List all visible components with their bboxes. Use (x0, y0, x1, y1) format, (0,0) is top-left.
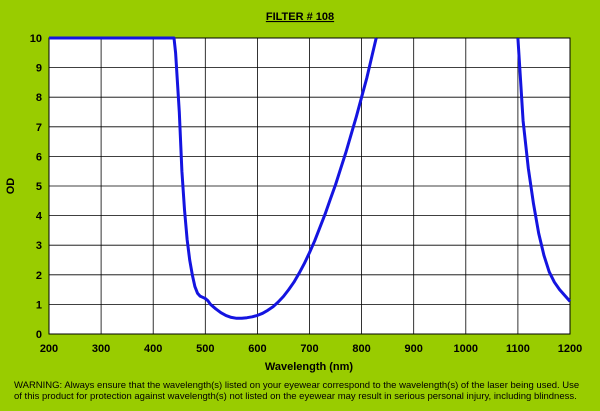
y-tick-label: 9 (36, 63, 42, 75)
x-axis-ticks: 200 300 400 500 600 700 800 900 1000 1100 1200 (40, 343, 582, 355)
x-tick-label: 700 (300, 343, 318, 355)
x-tick-label: 1100 (506, 343, 530, 355)
y-tick-label: 7 (36, 122, 42, 134)
x-tick-label: 1200 (558, 343, 582, 355)
x-tick-label: 800 (352, 343, 370, 355)
chart-title: FILTER # 108 (266, 11, 334, 23)
warning-text: WARNING: Always ensure that the waveleng… (14, 380, 580, 402)
x-tick-label: 500 (196, 343, 214, 355)
od-curve-segment (49, 36, 378, 320)
y-axis-ticks: 0 1 2 3 4 5 6 7 8 9 10 (30, 33, 43, 341)
y-tick-label: 4 (36, 211, 43, 223)
y-tick-label: 8 (36, 92, 42, 104)
y-tick-label: 6 (36, 151, 42, 163)
y-tick-label: 10 (30, 33, 42, 45)
od-curve-segment (516, 37, 572, 303)
x-tick-label: 300 (92, 343, 110, 355)
x-tick-label: 400 (144, 343, 162, 355)
x-tick-label: 600 (248, 343, 266, 355)
x-tick-label: 200 (40, 343, 58, 355)
x-tick-label: 900 (405, 343, 423, 355)
x-axis-label: Wavelength (nm) (265, 361, 354, 373)
y-tick-label: 1 (36, 299, 42, 311)
y-tick-label: 5 (36, 181, 42, 193)
y-tick-label: 3 (36, 240, 42, 252)
y-tick-label: 0 (36, 329, 42, 341)
y-tick-label: 2 (36, 270, 42, 282)
grid (49, 38, 570, 334)
x-tick-label: 1000 (454, 343, 478, 355)
y-axis-label: OD (5, 178, 17, 195)
chart: FILTER # 108 200 300 400 500 600 700 800 900 100… (5, 11, 582, 373)
series-lines (49, 36, 572, 320)
